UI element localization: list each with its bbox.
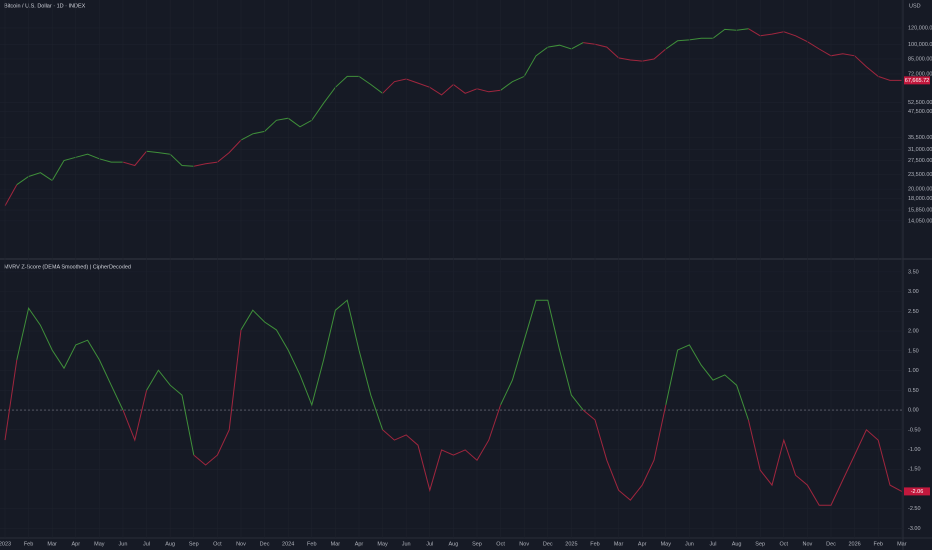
price-line xyxy=(665,28,749,50)
x-tick-label: Jun xyxy=(119,541,128,547)
x-tick-label: Mar xyxy=(47,541,57,547)
price-line xyxy=(747,419,903,506)
x-tick-label: Aug xyxy=(448,541,458,547)
x-tick-label: 2025 xyxy=(565,541,577,547)
price-line xyxy=(240,299,384,430)
last-value-box xyxy=(904,487,930,496)
y-tick-label: 27,500.00 xyxy=(908,158,932,164)
price-line xyxy=(16,153,123,186)
price-line xyxy=(382,404,502,493)
y-tick-label: 100,000.00 xyxy=(908,42,932,48)
last-value-label: -2.06 xyxy=(911,489,924,495)
x-tick-label: Apr xyxy=(71,541,80,547)
x-tick-label: Apr xyxy=(638,541,647,547)
price-line xyxy=(4,184,18,207)
y-tick-label: 1.00 xyxy=(908,368,919,374)
y-tick-label: -0.50 xyxy=(908,427,921,433)
y-tick-label: 3.00 xyxy=(908,289,919,295)
x-tick-label: Jun xyxy=(685,541,694,547)
last-value-box xyxy=(904,76,930,85)
y-tick-label: -1.00 xyxy=(908,447,921,453)
price-line xyxy=(146,369,195,456)
x-tick-label: Jul xyxy=(709,541,716,547)
x-tick-label: Mar xyxy=(897,541,907,547)
y-tick-label: 23,500.00 xyxy=(908,172,932,178)
x-tick-label: Mar xyxy=(331,541,341,547)
y-tick-label: 0.00 xyxy=(908,408,919,414)
currency: USD xyxy=(909,3,921,9)
price-line xyxy=(583,42,667,62)
x-tick-label: Nov xyxy=(236,541,246,547)
x-tick-label: Oct xyxy=(780,541,789,547)
x-tick-label: Nov xyxy=(519,541,529,547)
price-line xyxy=(122,150,147,167)
y-tick-label: 14,050.00 xyxy=(908,218,932,224)
y-tick-label: 2.00 xyxy=(908,329,919,335)
y-tick-label: 120,000.00 xyxy=(908,25,932,31)
x-tick-label: 2026 xyxy=(848,541,860,547)
y-tick-label: 3.50 xyxy=(908,269,919,275)
x-tick-label: Jul xyxy=(143,541,150,547)
x-tick-label: Aug xyxy=(165,541,175,547)
x-tick-label: May xyxy=(661,541,672,547)
x-tick-label: Jul xyxy=(426,541,433,547)
x-tick-label: Jun xyxy=(402,541,411,547)
x-tick-label: 2024 xyxy=(282,541,294,547)
y-tick-label: 52,500.00 xyxy=(908,100,932,106)
x-tick-label: Nov xyxy=(803,541,813,547)
indicator-title: MVRV Z-Score (DEMA Smoothed) | CipherDec… xyxy=(4,264,131,270)
y-tick-label: 85,000.00 xyxy=(908,56,932,62)
x-tick-label: Feb xyxy=(24,541,33,547)
x-tick-label: Sep xyxy=(472,541,482,547)
x-tick-label: Feb xyxy=(307,541,316,547)
x-tick-label: May xyxy=(377,541,388,547)
price-line xyxy=(122,390,148,442)
x-tick-label: Oct xyxy=(496,541,505,547)
y-tick-label: 18,000.00 xyxy=(908,196,932,202)
last-value-label: 67,665.72 xyxy=(905,78,929,84)
price-line xyxy=(4,359,18,441)
price-line xyxy=(500,299,584,411)
x-tick-label: Oct xyxy=(213,541,222,547)
price-line xyxy=(500,42,584,91)
x-tick-label: Mar xyxy=(614,541,624,547)
x-tick-label: Dec xyxy=(826,541,836,547)
y-tick-label: 2.50 xyxy=(908,309,919,315)
price-line xyxy=(16,306,124,411)
y-tick-label: 31,000.00 xyxy=(908,147,932,153)
price-line xyxy=(382,78,501,96)
y-tick-label: 1.50 xyxy=(908,348,919,354)
y-tick-label: 0.50 xyxy=(908,388,919,394)
price-line xyxy=(582,404,667,501)
x-tick-label: Feb xyxy=(873,541,882,547)
price-line xyxy=(748,28,902,81)
y-tick-label: 47,500.00 xyxy=(908,109,932,115)
y-tick-label: 15,850.00 xyxy=(908,207,932,213)
x-tick-label: May xyxy=(94,541,105,547)
x-tick-label: Dec xyxy=(543,541,553,547)
y-tick-label: -1.50 xyxy=(908,467,921,473)
y-tick-label: -2.50 xyxy=(908,506,921,512)
y-tick-label: 20,000.00 xyxy=(908,187,932,193)
x-tick-label: Feb xyxy=(590,541,599,547)
x-tick-label: Apr xyxy=(355,541,364,547)
y-tick-label: -3.00 xyxy=(908,526,921,532)
price-pane-title: Bitcoin / U.S. Dollar · 1D · INDEX xyxy=(4,3,86,9)
price-line xyxy=(665,344,749,421)
price-line xyxy=(193,329,242,466)
x-tick-label: 2023 xyxy=(0,541,11,547)
y-tick-label: 72,000.00 xyxy=(908,71,932,77)
x-tick-label: Sep xyxy=(755,541,765,547)
x-tick-label: Dec xyxy=(260,541,270,547)
x-tick-label: Aug xyxy=(732,541,742,547)
y-tick-label: 35,500.00 xyxy=(908,135,932,141)
x-tick-label: Sep xyxy=(189,541,199,547)
